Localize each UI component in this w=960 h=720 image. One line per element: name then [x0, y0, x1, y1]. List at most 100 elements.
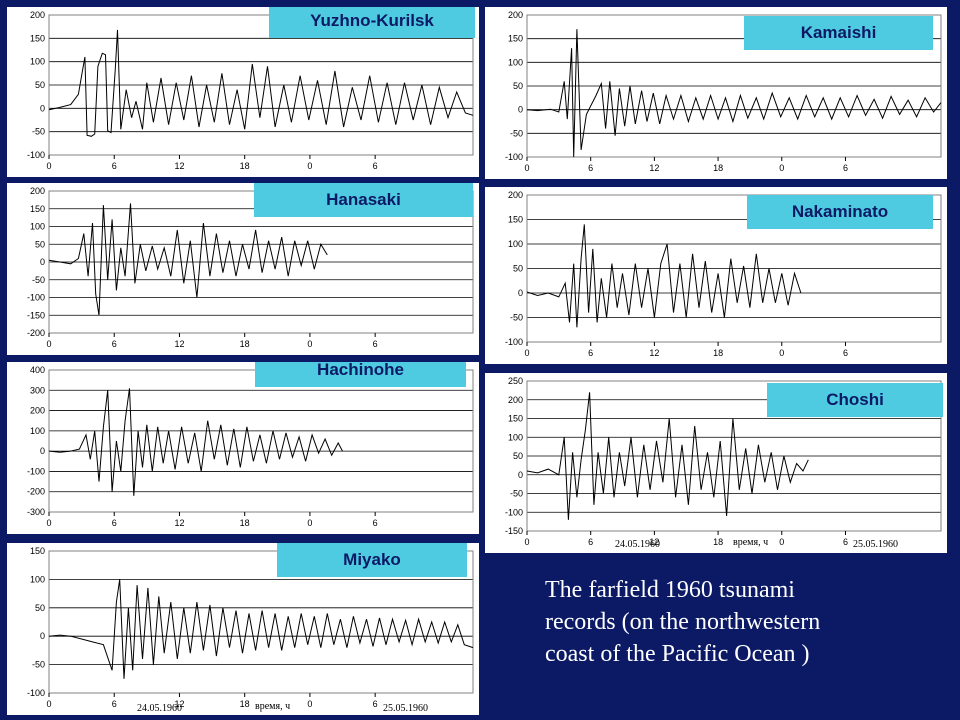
chart-kamaishi: -100 -50 0 50 100 150 200 0 6 12 18 0 6	[505, 10, 942, 173]
panel-nakaminato: -100 -50 0 50 100 150 200 0 6 12 18 0 6 Nakaminato	[485, 187, 947, 364]
kamaishi-plot-frame	[526, 14, 942, 158]
nakaminato-x-tick-label: 18	[713, 348, 723, 358]
choshi-x-tick-label: 6	[843, 537, 848, 547]
hanasaki-x-tick-label: 12	[174, 339, 184, 349]
chart-yuzhno-kurilsk: -100 -50 0 50 100 150 200 0 6 12 18 0 6	[27, 10, 474, 171]
date-start-label-miyako: 24.05.1960	[137, 703, 182, 714]
hanasaki-y-tick-label: -150	[27, 310, 45, 320]
kamaishi-x-tick-label: 12	[649, 163, 659, 173]
yuzhno-kurilsk-y-tick-label: 50	[35, 80, 45, 90]
yuzhno-kurilsk-x-tick-label: 0	[307, 161, 312, 171]
caption-line-2: records (on the northwestern	[545, 609, 821, 635]
caption-line-1: The farfield 1960 tsunami	[545, 577, 795, 603]
station-label-nakaminato: Nakaminato	[747, 195, 933, 229]
nakaminato-x-tick-label: 0	[779, 348, 784, 358]
kamaishi-y-tick-label: 150	[508, 34, 523, 44]
choshi-y-tick-label: 150	[508, 414, 523, 424]
chart-nakaminato: -100 -50 0 50 100 150 200 0 6 12 18 0 6	[505, 190, 942, 358]
nakaminato-y-tick-label: -50	[510, 313, 523, 323]
time-axis-label-miyako: время, ч	[255, 701, 291, 712]
choshi-y-tick-label: -100	[505, 507, 523, 517]
station-label-hanasaki: Hanasaki	[254, 183, 473, 217]
yuzhno-kurilsk-y-tick-label: 150	[30, 33, 45, 43]
hachinohe-x-tick-label: 12	[174, 518, 184, 528]
hachinohe-x-tick-label: 18	[240, 518, 250, 528]
hanasaki-x-tick-label: 6	[373, 339, 378, 349]
panel-miyako: -100 -50 0 50 100 150 0 6 12 18 0 6 Miyako 24.05.19…	[7, 543, 479, 715]
choshi-x-tick-label: 6	[588, 537, 593, 547]
choshi-y-tick-label: 0	[518, 470, 523, 480]
kamaishi-y-tick-label: 50	[513, 81, 523, 91]
hachinohe-x-tick-label: 6	[373, 518, 378, 528]
panel-choshi: -150 -100 -50 0 50 100 150 200 250 0 6 12 18 0 6 Chosh…	[485, 373, 947, 553]
miyako-series-line	[48, 579, 474, 679]
miyako-x-tick-label: 0	[46, 699, 51, 709]
choshi-y-tick-label: 250	[508, 376, 523, 386]
caption-line-3: coast of the Pacific Ocean )	[545, 641, 810, 667]
hachinohe-y-tick-label: -300	[27, 507, 45, 517]
miyako-y-tick-label: -50	[32, 660, 45, 670]
kamaishi-y-tick-label: 0	[518, 105, 523, 115]
kamaishi-x-tick-label: 6	[588, 163, 593, 173]
choshi-y-tick-label: 100	[508, 432, 523, 442]
chart-choshi: -150 -100 -50 0 50 100 150 200 250 0 6 12 18 0 6	[505, 376, 942, 547]
yuzhno-kurilsk-plot-frame	[48, 14, 474, 156]
panel-hanasaki: -200 -150 -100 -50 0 50 100 150 200 0 6 12 18 0 6 Hana…	[7, 183, 479, 355]
hanasaki-y-tick-label: 0	[40, 257, 45, 267]
hanasaki-x-tick-label: 0	[307, 339, 312, 349]
hachinohe-y-tick-label: 400	[30, 365, 45, 375]
kamaishi-y-tick-label: -50	[510, 128, 523, 138]
miyako-y-tick-label: -100	[27, 688, 45, 698]
yuzhno-kurilsk-x-tick-label: 6	[112, 161, 117, 171]
station-label-miyako: Miyako	[277, 543, 467, 577]
hachinohe-y-tick-label: 100	[30, 426, 45, 436]
nakaminato-plot-frame	[526, 194, 942, 343]
choshi-y-tick-label: -150	[505, 526, 523, 536]
kamaishi-x-tick-label: 18	[713, 163, 723, 173]
hachinohe-series-line	[48, 388, 343, 496]
hanasaki-y-tick-label: -100	[27, 293, 45, 303]
date-end-label-miyako: 25.05.1960	[383, 703, 428, 714]
kamaishi-series-line	[526, 29, 942, 158]
yuzhno-kurilsk-y-tick-label: 100	[30, 57, 45, 67]
miyako-x-tick-label: 6	[112, 699, 117, 709]
kamaishi-x-tick-label: 0	[779, 163, 784, 173]
miyako-x-tick-label: 6	[373, 699, 378, 709]
hachinohe-y-tick-label: 200	[30, 406, 45, 416]
date-end-label: 25.05.1960	[853, 539, 898, 550]
hachinohe-x-tick-label: 6	[112, 518, 117, 528]
choshi-x-tick-label: 0	[524, 537, 529, 547]
choshi-x-tick-label: 12	[649, 537, 659, 547]
hanasaki-y-tick-label: 200	[30, 186, 45, 196]
miyako-x-tick-label: 18	[240, 699, 250, 709]
miyako-y-tick-label: 150	[30, 546, 45, 556]
yuzhno-kurilsk-y-tick-label: -50	[32, 127, 45, 137]
yuzhno-kurilsk-series-line	[48, 29, 474, 137]
hanasaki-y-tick-label: 100	[30, 222, 45, 232]
hanasaki-x-tick-label: 0	[46, 339, 51, 349]
hanasaki-x-tick-label: 18	[240, 339, 250, 349]
chart-hachinohe: -300 -200 -100 0 100 200 300 400 0 6 12 18 0 6	[27, 365, 474, 528]
caption: The farfield 1960 tsunami records (on th…	[545, 574, 945, 670]
station-label-choshi: Choshi	[767, 383, 943, 417]
miyako-plot-frame	[48, 550, 474, 694]
choshi-x-tick-label: 18	[713, 537, 723, 547]
choshi-x-tick-label: 0	[779, 537, 784, 547]
hanasaki-y-tick-label: -200	[27, 328, 45, 338]
hachinohe-x-tick-label: 0	[46, 518, 51, 528]
date-start-label: 24.05.1960	[615, 539, 660, 550]
miyako-y-tick-label: 0	[40, 631, 45, 641]
nakaminato-x-tick-label: 0	[524, 348, 529, 358]
choshi-y-tick-label: 200	[508, 395, 523, 405]
nakaminato-y-tick-label: 0	[518, 288, 523, 298]
nakaminato-y-tick-label: 100	[508, 239, 523, 249]
choshi-y-tick-label: -50	[510, 489, 523, 499]
kamaishi-x-tick-label: 6	[843, 163, 848, 173]
panel-kamaishi: -100 -50 0 50 100 150 200 0 6 12 18 0 6 Kamaishi	[485, 7, 947, 179]
station-label-kamaishi: Kamaishi	[744, 16, 933, 50]
yuzhno-kurilsk-x-tick-label: 6	[373, 161, 378, 171]
yuzhno-kurilsk-x-tick-label: 18	[240, 161, 250, 171]
hanasaki-y-tick-label: 150	[30, 204, 45, 214]
hanasaki-x-tick-label: 6	[112, 339, 117, 349]
yuzhno-kurilsk-y-tick-label: 200	[30, 10, 45, 20]
